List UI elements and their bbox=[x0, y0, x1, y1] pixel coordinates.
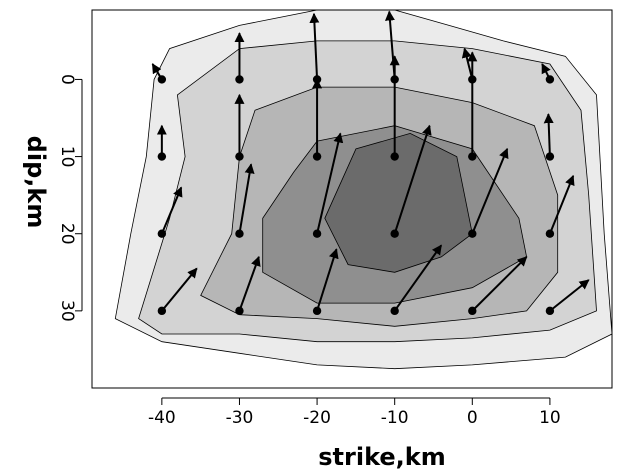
x-tick-label: -40 bbox=[148, 408, 176, 428]
grid-node-point bbox=[235, 152, 244, 161]
grid-node-point bbox=[468, 229, 477, 238]
slip-vector-layer bbox=[151, 10, 590, 316]
grid-node-point bbox=[312, 306, 322, 316]
grid-node-point bbox=[468, 152, 477, 161]
x-axis-title: strike,km bbox=[318, 443, 446, 471]
y-tick-label: 0 bbox=[57, 74, 77, 85]
slip-vector-arrow bbox=[160, 186, 183, 235]
y-tick-label: 20 bbox=[57, 223, 77, 245]
grid-node-point bbox=[312, 152, 322, 161]
grid-node-point bbox=[157, 229, 167, 238]
slip-vector-arrow bbox=[549, 279, 590, 312]
plot-frame bbox=[91, 9, 613, 389]
slip-vector-arrow bbox=[309, 12, 320, 80]
grid-node-point bbox=[235, 75, 244, 84]
slip-vector-arrow bbox=[393, 124, 432, 235]
y-axis: 0 10 20 30 bbox=[57, 74, 83, 322]
x-tick-label: -30 bbox=[226, 408, 254, 428]
x-axis: -40 -30 -20 -10 0 10 bbox=[148, 397, 561, 428]
slip-vector-arrow bbox=[471, 147, 509, 235]
grid-node-point bbox=[390, 152, 399, 161]
grid-node-point bbox=[545, 75, 555, 84]
grid-node-point bbox=[545, 229, 555, 238]
grid-node-point bbox=[157, 152, 167, 161]
slip-vector-arrow bbox=[161, 267, 198, 312]
grid-node-point bbox=[545, 152, 555, 161]
x-tick-label: -10 bbox=[381, 408, 409, 428]
grid-node-point bbox=[312, 229, 322, 238]
y-tick-label: 10 bbox=[57, 146, 77, 168]
slip-vector-arrow bbox=[316, 132, 344, 234]
x-tick-label: 0 bbox=[467, 408, 478, 428]
slip-vector-arrow bbox=[543, 113, 554, 157]
grid-node-point bbox=[390, 229, 399, 238]
slip-vector-arrow bbox=[471, 256, 528, 312]
grid-node-point bbox=[157, 75, 167, 84]
grid-node-point bbox=[235, 306, 244, 316]
slip-vector-arrow bbox=[461, 47, 474, 80]
grid-node-point bbox=[390, 306, 399, 316]
slip-vector-arrow bbox=[548, 174, 575, 235]
grid-node-point bbox=[157, 306, 167, 316]
x-tick-label: -20 bbox=[303, 408, 331, 428]
grid-node-point bbox=[545, 306, 555, 316]
grid-node-point bbox=[235, 229, 244, 238]
grid-node-point bbox=[468, 306, 477, 316]
y-tick-label: 30 bbox=[57, 300, 77, 322]
contour-layer bbox=[114, 10, 612, 370]
slip-vector-arrow bbox=[316, 248, 339, 312]
y-axis-title: dip,km bbox=[22, 136, 50, 229]
slip-vector-arrow bbox=[238, 163, 255, 234]
slip-vector-arrow bbox=[238, 255, 261, 312]
slip-vector-arrow bbox=[393, 244, 443, 312]
contour-level-5 bbox=[324, 132, 473, 273]
x-tick-label: 10 bbox=[539, 408, 561, 428]
